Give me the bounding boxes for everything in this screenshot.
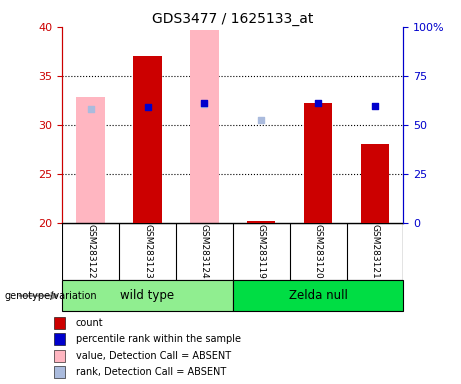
Text: count: count xyxy=(76,318,103,328)
FancyBboxPatch shape xyxy=(233,280,403,311)
Text: GSM283122: GSM283122 xyxy=(86,224,95,279)
Bar xyxy=(247,221,276,223)
Point xyxy=(371,103,378,109)
Bar xyxy=(54,350,65,362)
Text: percentile rank within the sample: percentile rank within the sample xyxy=(76,334,241,344)
Bar xyxy=(54,366,65,378)
Bar xyxy=(304,103,332,223)
Bar xyxy=(77,98,105,223)
Text: GSM283119: GSM283119 xyxy=(257,224,266,279)
Point xyxy=(144,104,151,110)
Text: rank, Detection Call = ABSENT: rank, Detection Call = ABSENT xyxy=(76,367,226,377)
FancyBboxPatch shape xyxy=(62,280,233,311)
Bar xyxy=(361,144,389,223)
Point xyxy=(314,100,322,106)
Text: GSM283121: GSM283121 xyxy=(371,224,379,279)
Title: GDS3477 / 1625133_at: GDS3477 / 1625133_at xyxy=(152,12,313,26)
Text: genotype/variation: genotype/variation xyxy=(5,291,97,301)
Bar xyxy=(54,333,65,345)
Text: wild type: wild type xyxy=(120,289,175,302)
Bar xyxy=(133,56,162,223)
Text: GSM283124: GSM283124 xyxy=(200,224,209,279)
Point xyxy=(258,117,265,123)
Bar xyxy=(133,110,162,223)
Text: Zelda null: Zelda null xyxy=(289,289,348,302)
Bar xyxy=(247,221,276,223)
Text: GSM283120: GSM283120 xyxy=(313,224,323,279)
Point xyxy=(87,106,95,112)
Point xyxy=(201,100,208,106)
Text: GSM283123: GSM283123 xyxy=(143,224,152,279)
Point xyxy=(201,101,208,107)
Text: value, Detection Call = ABSENT: value, Detection Call = ABSENT xyxy=(76,351,230,361)
Bar xyxy=(54,317,65,329)
Bar xyxy=(190,30,219,223)
